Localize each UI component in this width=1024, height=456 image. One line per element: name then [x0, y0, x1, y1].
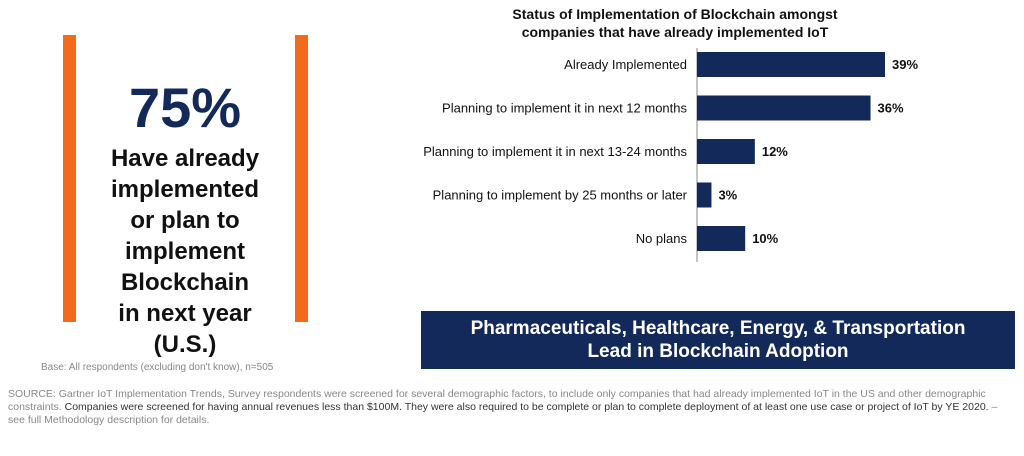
data-label: 10%	[752, 231, 778, 246]
data-label: 12%	[762, 144, 788, 159]
category-label: Planning to implement it in next 12 mont…	[442, 101, 687, 116]
bar-chart: Already Implemented 39% Planning to implem…	[423, 48, 918, 262]
bar	[697, 226, 746, 251]
category-label: Planning to implement by 25 months or la…	[433, 188, 688, 203]
category-label: Already Implemented	[564, 57, 687, 72]
data-label: 3%	[718, 188, 737, 203]
category-label: Planning to implement it in next 13-24 m…	[423, 144, 687, 159]
right-accent-bar	[295, 35, 308, 322]
base-note: Base: All respondents (excluding don't k…	[41, 362, 274, 373]
left-accent-bar	[63, 35, 76, 322]
source-text-2: Companies were screened for having annua…	[64, 401, 989, 413]
bar	[697, 95, 871, 121]
bar	[697, 182, 712, 208]
data-label: 36%	[878, 101, 904, 116]
data-label: 39%	[892, 57, 918, 72]
highlight-description: Have already implemented or plan to impl…	[110, 145, 260, 358]
bar	[697, 52, 885, 77]
source-text-1: SOURCE: Gartner IoT Implementation Trend…	[8, 388, 986, 413]
source-text-3: – see full Methodology description for d…	[8, 401, 998, 426]
highlight-percent: 75%	[128, 76, 242, 139]
bar	[697, 139, 755, 164]
headline-banner: Pharmaceuticals, Healthcare, Energy, & T…	[421, 311, 1015, 369]
source-note: SOURCE: Gartner IoT Implementation Trend…	[8, 388, 1008, 427]
chart-title: Status of Implementation of Blockchain a…	[512, 6, 838, 40]
category-label: No plans	[636, 231, 688, 246]
